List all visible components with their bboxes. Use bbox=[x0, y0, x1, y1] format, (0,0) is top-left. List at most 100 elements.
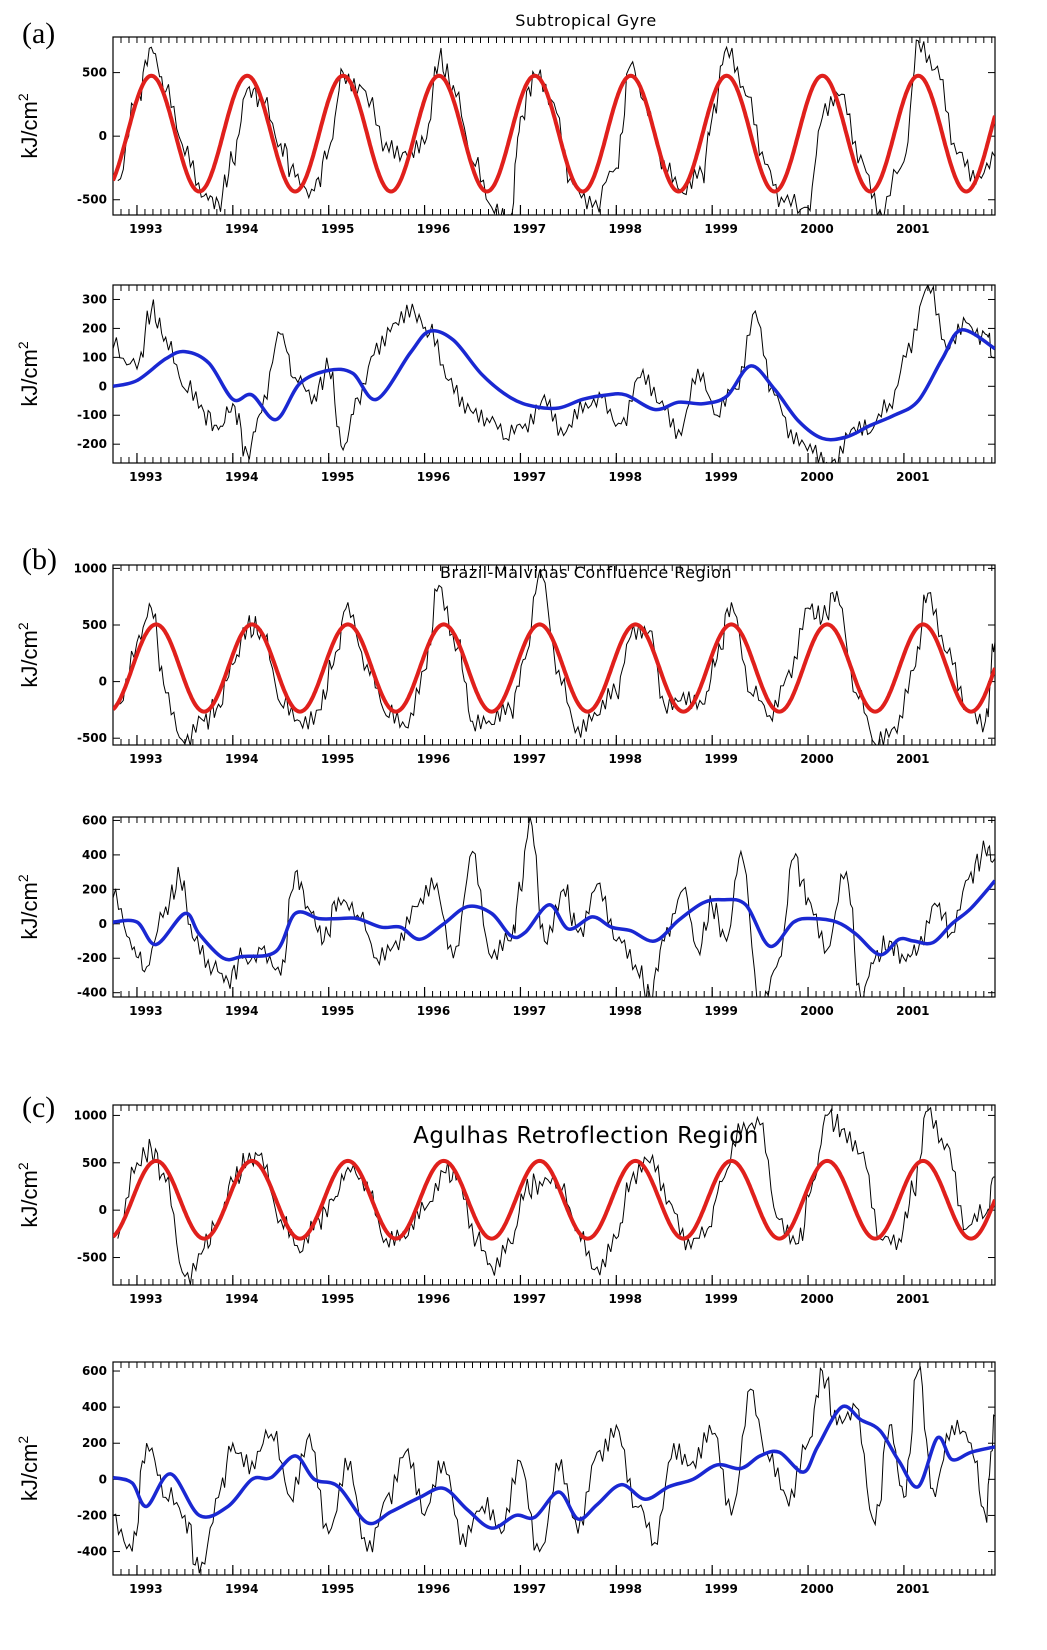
seasonal-fit-line bbox=[113, 622, 995, 714]
seasonal-fit-line bbox=[113, 73, 995, 194]
x-tick-label: 1995 bbox=[321, 752, 354, 766]
y-tick-label: -200 bbox=[77, 1508, 107, 1522]
chart-c-seasonal: 1993 1994 1995 1996 1997 1998 1999 2000 2001 1000… bbox=[15, 1104, 996, 1306]
x-tick-label: 1998 bbox=[609, 222, 642, 236]
plots-group: 1993 1994 1995 1996 1997 1998 1999 2000 20015000… bbox=[15, 36, 996, 1596]
x-tick-label: 1994 bbox=[225, 1292, 258, 1306]
y-tick-label: 200 bbox=[82, 321, 107, 335]
x-tick-label: 1995 bbox=[321, 1582, 354, 1596]
x-tick-label: 1999 bbox=[704, 1004, 737, 1018]
x-tick-label: 2000 bbox=[800, 1292, 833, 1306]
x-tick-label: 2000 bbox=[800, 1582, 833, 1596]
y-tick-label: 300 bbox=[82, 292, 107, 306]
y-tick-label: 500 bbox=[82, 618, 107, 632]
panel-letter-c: (c) bbox=[22, 1091, 55, 1124]
chart-a-seasonal: 1993 1994 1995 1996 1997 1998 1999 2000 2001 500 0… bbox=[15, 36, 996, 236]
x-tick-label: 1997 bbox=[513, 1582, 546, 1596]
series-group bbox=[113, 39, 995, 215]
x-tick-label: 1998 bbox=[609, 1292, 642, 1306]
chart-c-anomaly: 1993 1994 1995 1996 1997 1998 1999 2000 20016004… bbox=[15, 1361, 996, 1596]
y-axis-label: kJ/cm2 bbox=[15, 341, 42, 406]
y-tick-label: 0 bbox=[99, 129, 107, 143]
series-group bbox=[113, 285, 995, 463]
raw-series-line bbox=[113, 1365, 995, 1574]
x-tick-label: 1994 bbox=[225, 1582, 258, 1596]
y-tick-label: -400 bbox=[77, 1545, 107, 1559]
plot-frame bbox=[112, 816, 996, 998]
raw-series-line bbox=[117, 39, 995, 215]
raw-series-line bbox=[117, 569, 995, 745]
y-tick-label: 0 bbox=[99, 675, 107, 689]
x-tick-label: 1997 bbox=[513, 752, 546, 766]
x-tick-label: 2000 bbox=[800, 752, 833, 766]
y-tick-label: -500 bbox=[77, 193, 107, 207]
y-tick-label: 600 bbox=[82, 1364, 107, 1378]
y-axis-label: kJ/cm2 bbox=[15, 1162, 42, 1227]
y-tick-label: 200 bbox=[82, 1436, 107, 1450]
x-tick-label: 1999 bbox=[704, 470, 737, 484]
x-tick-label: 1995 bbox=[321, 470, 354, 484]
x-tick-label: 1993 bbox=[129, 1292, 162, 1306]
plot-frame bbox=[112, 36, 996, 216]
x-tick-label: 2000 bbox=[800, 222, 833, 236]
y-tick-label: 0 bbox=[99, 917, 107, 931]
x-tick-label: 1993 bbox=[129, 470, 162, 484]
x-tick-label: 1993 bbox=[129, 752, 162, 766]
x-tick-label: 1998 bbox=[609, 752, 642, 766]
plot-frame bbox=[112, 1361, 996, 1576]
x-tick-label: 2001 bbox=[896, 470, 929, 484]
x-tick-label: 1998 bbox=[609, 1582, 642, 1596]
x-tick-label: 1995 bbox=[321, 1292, 354, 1306]
panel-title-a: Subtropical Gyre bbox=[515, 11, 656, 30]
x-tick-label: 1994 bbox=[225, 470, 258, 484]
x-tick-label: 1994 bbox=[225, 222, 258, 236]
y-tick-label: -200 bbox=[77, 951, 107, 965]
x-tick-label: 2000 bbox=[800, 470, 833, 484]
y-axis-label: kJ/cm2 bbox=[15, 874, 42, 939]
x-tick-label: 1996 bbox=[417, 752, 450, 766]
x-tick-label: 1999 bbox=[704, 752, 737, 766]
y-tick-label: 500 bbox=[82, 66, 107, 80]
x-tick-label: 1996 bbox=[417, 1292, 450, 1306]
x-tick-label: 1997 bbox=[513, 222, 546, 236]
y-tick-label: -500 bbox=[77, 731, 107, 745]
chart-b-anomaly: 1993 1994 1995 1996 1997 1998 1999 2000 20016004… bbox=[15, 813, 996, 1018]
plot-frame bbox=[112, 284, 996, 464]
x-tick-label: 2000 bbox=[800, 1004, 833, 1018]
chart-a-anomaly: 1993 1994 1995 1996 1997 1998 1999 2000 20013002… bbox=[15, 284, 996, 484]
x-tick-label: 1996 bbox=[417, 222, 450, 236]
y-tick-label: -400 bbox=[77, 986, 107, 1000]
y-tick-label: 500 bbox=[82, 1156, 107, 1170]
raw-series-line bbox=[117, 1106, 995, 1285]
plot-frame bbox=[112, 564, 996, 746]
y-axis-label: kJ/cm2 bbox=[15, 622, 42, 687]
smoothed-anomaly-line bbox=[113, 1404, 995, 1530]
y-tick-label: 600 bbox=[82, 813, 107, 827]
panel-letter-b: (b) bbox=[22, 543, 57, 576]
series-group bbox=[113, 569, 995, 745]
series-group bbox=[113, 817, 995, 997]
x-tick-label: 1996 bbox=[417, 1004, 450, 1018]
chart-b-seasonal: 1993 1994 1995 1996 1997 1998 1999 2000 2001 1000… bbox=[15, 561, 996, 766]
y-tick-label: 0 bbox=[99, 1203, 107, 1217]
x-tick-label: 1995 bbox=[321, 1004, 354, 1018]
x-tick-label: 2001 bbox=[896, 1582, 929, 1596]
x-tick-label: 1993 bbox=[129, 222, 162, 236]
x-tick-label: 1997 bbox=[513, 1292, 546, 1306]
y-axis-label: kJ/cm2 bbox=[15, 93, 42, 158]
y-tick-label: 0 bbox=[99, 1472, 107, 1486]
x-tick-label: 1999 bbox=[704, 1292, 737, 1306]
x-tick-label: 1996 bbox=[417, 470, 450, 484]
x-tick-label: 1999 bbox=[704, 222, 737, 236]
x-tick-label: 1996 bbox=[417, 1582, 450, 1596]
x-tick-label: 1997 bbox=[513, 1004, 546, 1018]
x-tick-label: 2001 bbox=[896, 222, 929, 236]
seasonal-fit-line bbox=[113, 1158, 995, 1241]
x-tick-label: 1993 bbox=[129, 1582, 162, 1596]
y-tick-label: -500 bbox=[77, 1251, 107, 1265]
series-group bbox=[113, 1106, 995, 1285]
y-tick-label: 200 bbox=[82, 882, 107, 896]
y-tick-label: 1000 bbox=[74, 561, 107, 575]
x-tick-label: 1998 bbox=[609, 470, 642, 484]
